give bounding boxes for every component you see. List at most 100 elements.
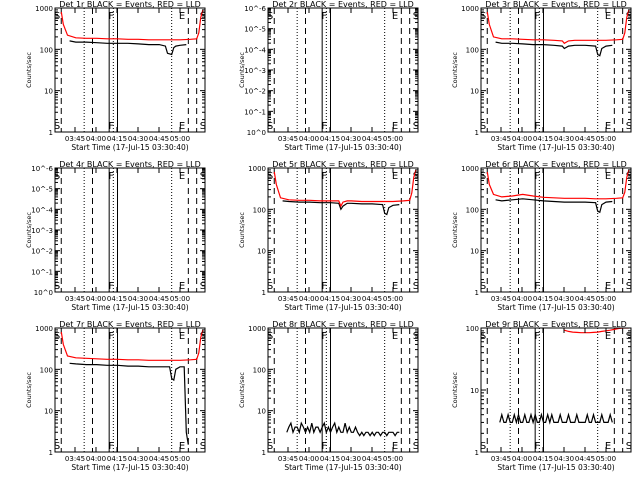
event-marker-top: S <box>54 331 60 342</box>
plot-title: Det 5r BLACK = Events, RED = LLD <box>272 160 414 169</box>
x-tick-label: 04:45 <box>575 295 595 303</box>
event-marker-top: F <box>321 171 327 182</box>
event-marker-bottom: F <box>534 441 540 452</box>
y-tick-label: 10^-1 <box>244 108 266 116</box>
y-tick-label: 100 <box>466 46 479 54</box>
event-marker-bottom: F <box>321 441 327 452</box>
event-marker-bottom: S <box>626 121 632 132</box>
x-axis-label: Start Time (17-Jul-15 03:30:40) <box>497 463 614 472</box>
y-tick-label: 1000 <box>248 325 266 333</box>
event-marker-bottom: S <box>413 281 419 292</box>
event-marker-bottom: S <box>480 441 486 452</box>
x-tick-label: 03:45 <box>491 295 511 303</box>
event-marker-top: S <box>626 331 632 342</box>
x-axis-label: Start Time (17-Jul-15 03:30:40) <box>284 463 401 472</box>
plot-title: Det 1r BLACK = Events, RED = LLD <box>59 0 201 9</box>
y-axis-label: Counts/sec <box>25 212 33 248</box>
x-tick-label: 04:15 <box>320 455 340 463</box>
event-marker-bottom: S <box>267 441 273 452</box>
x-tick-label: 04:30 <box>554 455 574 463</box>
x-tick-label: 05:00 <box>383 135 403 143</box>
plot-frame <box>267 327 419 453</box>
plot-frame <box>480 327 632 453</box>
plot-panel-8: Det 8r BLACK = Events, RED = LLD S S F F E E S S… <box>238 320 419 472</box>
event-marker-top: S <box>480 331 486 342</box>
event-marker-top: S <box>626 171 632 182</box>
event-marker-top: F <box>321 11 327 22</box>
event-marker-bottom: S <box>626 441 632 452</box>
y-tick-label: 1 <box>475 449 479 457</box>
event-marker-bottom: E <box>605 281 611 292</box>
x-tick-label: 04:45 <box>149 135 169 143</box>
event-marker-top: F <box>108 171 114 182</box>
event-marker-bottom: E <box>179 121 185 132</box>
plot-frame <box>267 167 419 293</box>
y-tick-label: 1 <box>262 289 266 297</box>
plot-frame <box>480 167 632 293</box>
event-marker-top: S <box>626 11 632 22</box>
event-marker-bottom: S <box>54 281 60 292</box>
plot-panel-3: Det 3r BLACK = Events, RED = LLD S S F F E E S S… <box>451 0 632 152</box>
plot-panel-4: Det 4r BLACK = Events, RED = LLDSSFFEESS… <box>25 160 206 312</box>
x-tick-label: 04:00 <box>86 295 106 303</box>
y-tick-label: 1000 <box>461 5 479 13</box>
x-tick-label: 05:00 <box>596 455 616 463</box>
y-tick-label: 10^-1 <box>31 268 53 276</box>
x-tick-label: 03:45 <box>65 135 85 143</box>
event-marker-top: E <box>605 331 611 342</box>
x-tick-label: 03:45 <box>491 135 511 143</box>
x-tick-label: 05:00 <box>596 135 616 143</box>
y-tick-label: 10 <box>257 408 266 416</box>
y-tick-label: 10^-2 <box>31 248 53 256</box>
plot-title: Det 6r BLACK = Events, RED = LLD <box>485 160 627 169</box>
x-tick-label: 03:45 <box>65 295 85 303</box>
x-tick-label: 04:45 <box>575 455 595 463</box>
plot-title: Det 3r BLACK = Events, RED = LLD <box>485 0 627 9</box>
event-marker-bottom: E <box>605 441 611 452</box>
event-marker-top: F <box>108 11 114 22</box>
x-tick-label: 04:00 <box>512 295 532 303</box>
event-marker-bottom: S <box>200 121 206 132</box>
x-tick-label: 05:00 <box>596 295 616 303</box>
plot-title: Det 7r BLACK = Events, RED = LLD <box>59 320 201 329</box>
x-tick-label: 04:30 <box>128 455 148 463</box>
event-marker-top: S <box>480 11 486 22</box>
plot-frame <box>54 327 206 453</box>
x-tick-label: 04:15 <box>533 455 553 463</box>
event-marker-bottom: S <box>200 441 206 452</box>
plot-frame <box>54 7 206 133</box>
series-events-line <box>69 362 189 445</box>
series-lld-line <box>60 9 204 41</box>
x-tick-label: 03:45 <box>491 455 511 463</box>
event-marker-top: E <box>179 11 185 22</box>
y-tick-label: 10^-5 <box>31 186 53 194</box>
x-tick-label: 05:00 <box>170 295 190 303</box>
y-tick-label: 1 <box>49 129 53 137</box>
event-marker-top: S <box>480 171 486 182</box>
event-marker-top: F <box>534 331 540 342</box>
x-tick-label: 04:30 <box>341 295 361 303</box>
x-tick-label: 03:45 <box>65 455 85 463</box>
event-marker-top: S <box>54 11 60 22</box>
x-tick-label: 04:00 <box>512 455 532 463</box>
event-marker-top: S <box>267 331 273 342</box>
x-tick-label: 05:00 <box>170 455 190 463</box>
y-tick-label: 10 <box>257 248 266 256</box>
event-marker-top: E <box>392 11 398 22</box>
x-tick-label: 04:15 <box>107 135 127 143</box>
y-tick-label: 10^0 <box>34 289 53 297</box>
x-tick-label: 03:45 <box>278 455 298 463</box>
series-events-line <box>286 421 400 437</box>
event-marker-bottom: F <box>321 121 327 132</box>
plot-panel-2: Det 2r BLACK = Events, RED = LLDSSFFEESS… <box>238 0 419 152</box>
event-marker-bottom: E <box>392 121 398 132</box>
series-events-line <box>495 41 613 57</box>
event-marker-bottom: S <box>413 441 419 452</box>
x-axis-label: Start Time (17-Jul-15 03:30:40) <box>284 303 401 312</box>
y-axis-label: Counts/sec <box>451 52 459 88</box>
x-tick-label: 05:00 <box>383 295 403 303</box>
event-marker-top: S <box>413 171 419 182</box>
series-lld-line <box>60 329 204 361</box>
x-tick-label: 04:30 <box>341 135 361 143</box>
x-tick-label: 05:00 <box>170 135 190 143</box>
